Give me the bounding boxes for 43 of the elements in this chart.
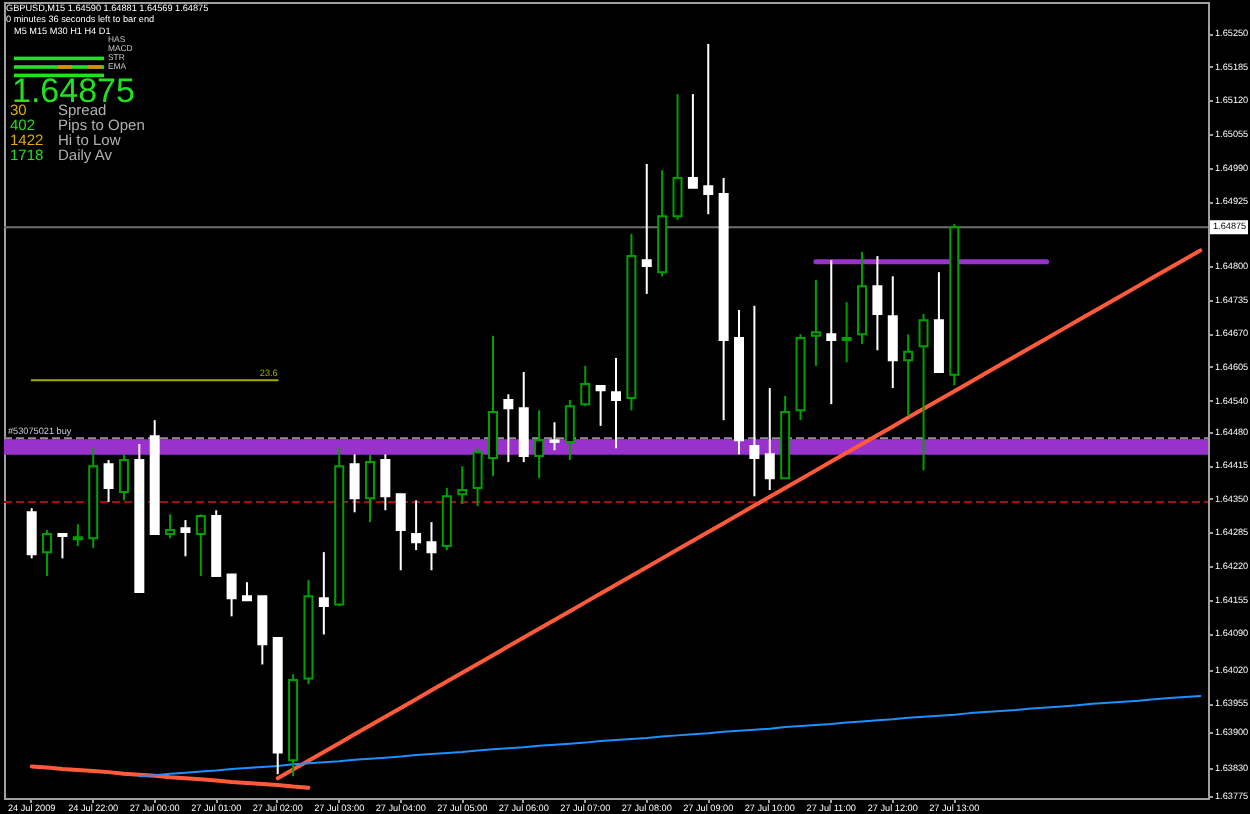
candlestick [703,42,714,216]
candlestick [641,162,652,295]
candlestick [226,573,237,618]
candlestick [380,453,391,512]
candlestick [26,507,37,560]
candlestick [103,459,114,503]
candlestick [534,409,545,480]
candlestick [810,278,821,367]
candlestick [672,93,683,221]
candlestick [72,523,83,547]
candlestick [503,393,514,464]
candlestick [241,581,252,602]
candlestick [349,453,360,514]
candlestick [518,371,529,464]
candlestick [180,519,191,558]
candlestick [457,465,468,506]
candlestick [580,364,591,408]
candlestick [595,385,606,427]
candlestick [549,421,560,452]
candlestick [57,533,68,560]
candlestick [118,453,129,502]
candlestick [764,387,775,492]
candlestick [487,334,498,478]
candlestick [472,447,483,508]
candlestick [426,521,437,572]
candlestick [165,513,176,540]
candlestick [872,255,883,352]
line-series [138,695,1202,778]
candlestick [195,513,206,577]
candlestick [611,357,621,450]
candlestick [918,313,929,472]
candlestick [687,93,698,189]
candlestick [364,453,375,524]
candlestick [887,275,898,390]
candlestick [42,528,53,577]
candlestick [318,551,329,636]
candlestick [841,301,852,364]
candlestick [411,499,422,552]
candlestick [749,304,760,498]
candlestick [903,333,914,418]
candlestick [564,399,575,462]
candlestick [395,493,406,572]
candlestick [826,259,837,406]
